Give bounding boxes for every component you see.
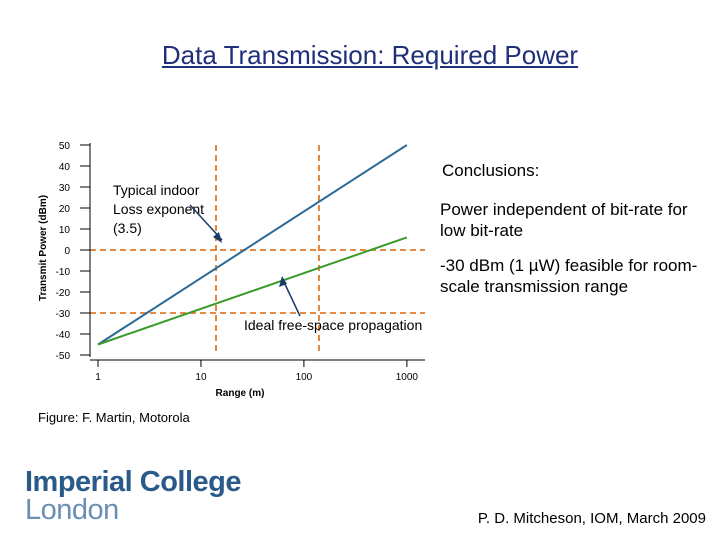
x-axis-label: Range (m) [216,388,265,399]
annotations: Typical indoor Loss exponent (3.5) Ideal fr… [113,182,422,333]
x-tick-label: 10 [195,372,207,383]
slide-title: Data Transmission: Required Power [161,40,579,70]
institution-logo: Imperial College London [25,466,242,526]
conclusions-box: Conclusions: Power independent of bit-ra… [440,160,710,297]
series-lines [97,144,408,346]
annotation-free-space-arrow [282,279,301,317]
logo-line-2: London [25,494,119,526]
annotation-indoor-label: Loss exponent [113,201,204,217]
footer-author: P. D. Mitcheson, IOM, March 2009 [477,510,706,527]
y-tick-label: -20 [56,288,71,299]
y-tick-label: 40 [59,162,71,173]
y-tick-label: 50 [59,141,71,152]
annotation-indoor-arrowhead [213,232,222,243]
annotation-free-space-arrowhead [279,276,287,287]
figure-credit: Figure: F. Martin, Motorola [38,410,190,425]
logo-line-1: Imperial College [25,466,242,498]
annotation-free-space-label: Ideal free-space propagation [244,317,422,333]
y-tick-label: -10 [56,267,71,278]
series-line-indoor [97,144,408,346]
series-line-free-space [97,236,408,346]
y-tick-label: 0 [64,246,70,257]
conclusions-heading: Conclusions: [442,161,540,180]
annotation-indoor-label: (3.5) [113,220,142,236]
y-tick-label: 10 [59,225,71,236]
y-tick-label: -40 [56,330,71,341]
y-tick-label: 20 [59,204,71,215]
y-axis-label: Transmit Power (dBm) [38,195,49,301]
annotation-indoor-label: Typical indoor [113,182,200,198]
y-tick-label: 30 [59,183,71,194]
y-tick-label: -30 [56,309,71,320]
x-tick-label: 100 [296,372,313,383]
x-tick-label: 1 [95,372,101,383]
x-tick-label: 1000 [396,372,419,383]
conclusion-point-1: Power independent of bit-rate for low bi… [440,200,688,240]
y-tick-label: -50 [56,351,71,362]
conclusion-point-2: -30 dBm (1 µW) feasible for room-scale t… [440,256,698,296]
